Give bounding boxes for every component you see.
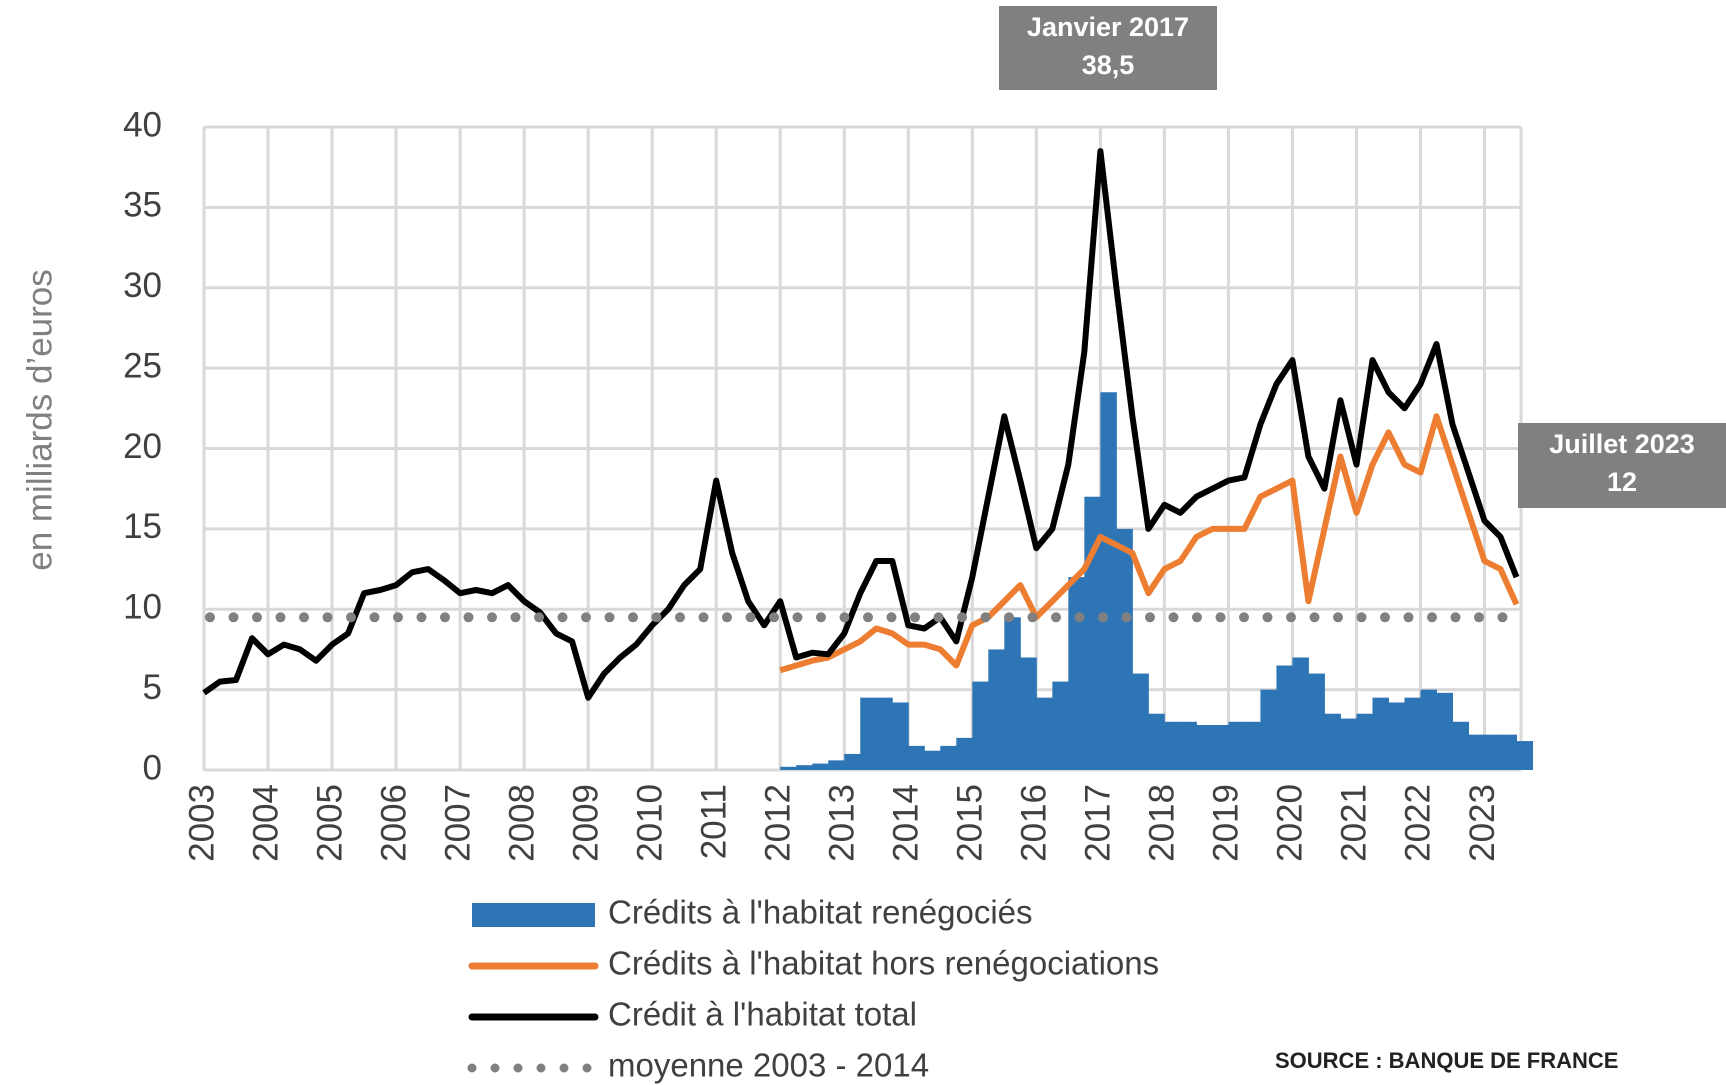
annotation-text: 38,5 [1082,50,1135,80]
bar [1068,577,1085,770]
y-tick-label: 5 [143,668,162,707]
x-tick-label: 2014 [887,784,926,862]
annotation-text: Janvier 2017 [1027,12,1189,42]
bar [1468,734,1486,770]
y-tick-label: 35 [123,186,162,225]
x-tick-label: 2012 [758,784,797,862]
legend-label: Crédit à l'habitat total [608,996,917,1033]
bar [1228,721,1245,770]
line [202,148,1520,701]
bar [1436,692,1453,770]
bar [812,763,829,770]
x-tick-label: 2011 [694,784,733,859]
x-tick-label: 2023 [1463,784,1502,862]
x-tick-label: 2009 [566,784,605,862]
bar [860,697,877,770]
y-tick-label: 40 [123,105,162,144]
annotation-box [1518,423,1726,508]
x-tick-label: 2006 [374,784,413,862]
y-tick-label: 25 [123,346,162,385]
x-tick-label: 2022 [1399,784,1438,862]
bar [1196,724,1213,770]
source: SOURCE : BANQUE DE FRANCE [1275,1048,1618,1073]
bar [780,766,797,770]
bar [956,737,973,770]
y-tick-label: 0 [143,748,162,787]
y-axis-label: en milliards d’euros [20,269,59,571]
bar [1388,702,1405,770]
x-tick-label: 2005 [310,784,349,862]
bar [1356,713,1373,770]
bar [1276,665,1293,770]
bar [1164,721,1181,770]
bar [796,765,813,770]
annotation-text: 12 [1607,467,1637,497]
bar [988,649,1005,770]
y-tick-label: 15 [123,507,162,546]
x-tick-label: 2018 [1143,784,1182,862]
bar [1148,713,1165,770]
x-tick-label: 2015 [951,784,990,862]
x-tick-label: 2019 [1207,784,1246,862]
bar [924,750,941,770]
bar [940,745,957,770]
bar [1340,718,1357,770]
bar [1004,617,1021,770]
annotation-box [999,6,1217,90]
bar [1404,697,1421,770]
bar [892,702,909,770]
bar [1420,689,1437,770]
bar [1036,697,1053,770]
x-tick-label: 2003 [182,784,221,862]
bar [876,697,893,770]
bar [908,745,925,770]
y-tick-label: 10 [123,588,162,627]
bar [1212,724,1229,770]
bar [1452,721,1469,770]
bar [1260,689,1277,770]
bar [1180,721,1197,770]
bar [1324,713,1341,770]
legend-label: moyenne 2003 - 2014 [608,1047,929,1084]
bar [1292,657,1309,770]
x-tick-label: 2017 [1079,784,1118,862]
line [779,413,1520,674]
x-tick-label: 2020 [1271,784,1310,862]
legend-label: Crédits à l'habitat renégociés [608,894,1033,931]
bar [1484,734,1502,770]
bar [972,681,989,770]
bar [828,760,845,770]
x-tick-label: 2016 [1015,784,1054,862]
bar [1516,741,1534,770]
x-tick-label: 2008 [502,784,541,862]
bar [1132,673,1149,770]
legend-label: Crédits à l'habitat hors renégociations [608,945,1159,982]
x-tick-label: 2007 [438,784,477,862]
bar [844,753,861,770]
x-tick-label: 2004 [246,784,285,862]
x-tick-label: 2013 [823,784,862,862]
bar [1052,681,1069,770]
bar [1020,657,1037,770]
legend-swatch [472,903,595,927]
bar [1116,528,1133,770]
bar [1100,392,1117,770]
bar [1244,721,1261,770]
x-tick-label: 2021 [1335,784,1374,862]
bar [1308,673,1325,770]
bar [1500,734,1518,770]
y-tick-label: 20 [123,427,162,466]
bar [1372,697,1389,770]
y-tick-label: 30 [123,266,162,305]
annotation-text: Juillet 2023 [1549,429,1695,459]
x-tick-label: 2010 [630,784,669,862]
